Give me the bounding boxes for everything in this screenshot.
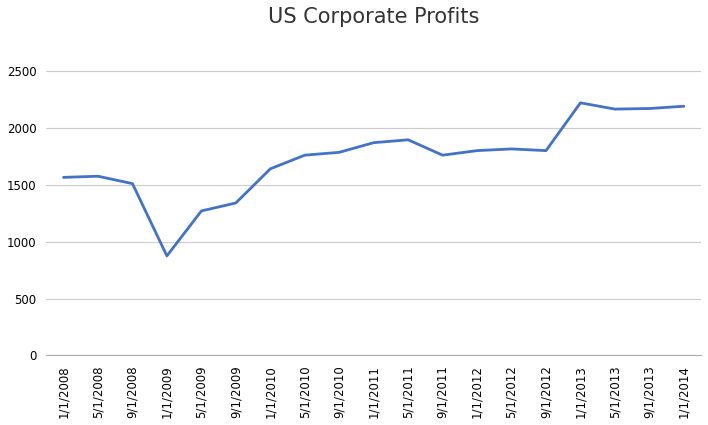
Title: US Corporate Profits: US Corporate Profits <box>268 7 479 27</box>
